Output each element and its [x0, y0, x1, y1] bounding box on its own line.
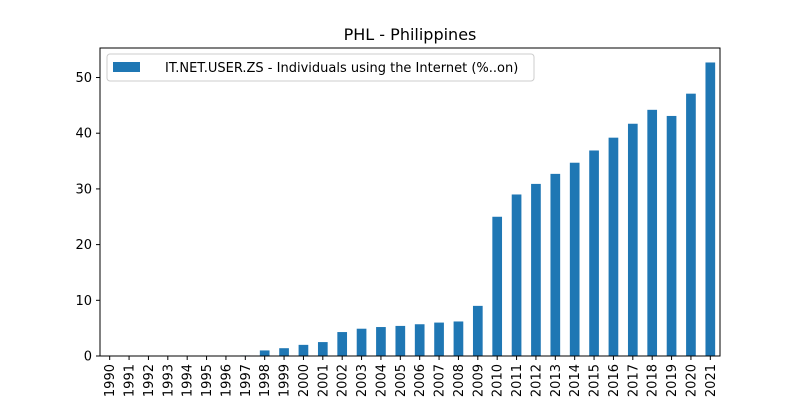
legend-swatch	[113, 62, 140, 72]
x-tick-label: 2014	[568, 364, 583, 397]
x-tick-label: 2018	[646, 364, 661, 397]
bar-2019	[666, 115, 677, 356]
x-tick-label: 2004	[374, 364, 389, 397]
x-tick-label: 2000	[297, 364, 312, 397]
x-tick-label: 2021	[704, 364, 719, 397]
legend-label: IT.NET.USER.ZS - Individuals using the I…	[165, 61, 518, 76]
x-tick-label: 1998	[258, 364, 273, 397]
bar-1999	[279, 348, 289, 356]
bar-2012	[531, 183, 541, 356]
bar-2011	[511, 194, 522, 356]
x-tick-label: 1990	[103, 364, 118, 397]
y-tick-label: 50	[75, 71, 92, 86]
bar-2003	[356, 328, 367, 356]
y-tick-label: 20	[75, 238, 92, 253]
bar-2009	[472, 305, 483, 356]
x-tick-label: 2016	[607, 364, 622, 397]
y-tick-label: 40	[75, 127, 92, 142]
x-tick-label: 1996	[219, 364, 234, 397]
x-tick-label: 2017	[626, 364, 641, 397]
bar-2014	[569, 162, 580, 356]
bar-1998	[259, 350, 270, 356]
x-tick-label: 2007	[433, 364, 448, 397]
bar-2010	[492, 216, 503, 356]
x-tick-label: 1995	[200, 364, 215, 397]
x-tick-label: 2010	[491, 364, 506, 397]
plot-frame	[99, 47, 721, 357]
x-tick-label: 2002	[336, 364, 351, 397]
x-tick-label: 2012	[529, 364, 544, 397]
y-tick-label: 0	[84, 350, 92, 365]
bar-2016	[608, 137, 619, 356]
legend: IT.NET.USER.ZS - Individuals using the I…	[106, 53, 535, 82]
bar-2021	[705, 62, 716, 356]
bar-2015	[589, 150, 599, 356]
x-tick-label: 2020	[684, 364, 699, 397]
x-tick-label: 2013	[549, 364, 564, 397]
bar-2007	[434, 322, 444, 356]
x-tick-label: 2003	[355, 364, 370, 397]
x-tick-label: 2008	[452, 364, 467, 397]
bar-2018	[647, 109, 658, 356]
x-tick-label: 1991	[123, 364, 138, 397]
bar-2008	[453, 321, 464, 356]
axes-group: 0 10 20 30 40 50 1990 1991 1992 1993 1994 1995 1996 1…	[75, 47, 721, 397]
bar-2017	[627, 123, 638, 356]
x-tick-label: 2006	[413, 364, 428, 397]
chart-title: PHL - Philippines	[344, 25, 477, 44]
bar-2000	[298, 344, 309, 356]
bar-2004	[376, 327, 386, 356]
x-tick-label: 2009	[471, 364, 486, 397]
x-tick-label: 2015	[588, 364, 603, 397]
bar-2006	[414, 324, 425, 356]
bar-2001	[317, 342, 328, 356]
y-tick-label: 10	[75, 294, 92, 309]
x-tick-label: 2001	[316, 364, 331, 397]
bar-2005	[395, 325, 406, 356]
bar-2002	[337, 332, 348, 356]
legend-frame	[106, 53, 535, 82]
x-tick-label: 2019	[665, 364, 680, 397]
x-tick-label: 2011	[510, 364, 525, 397]
x-tick-label: 1997	[239, 364, 254, 397]
x-tick-label: 1993	[161, 364, 176, 397]
bar-2020	[686, 93, 696, 357]
y-tick-label: 30	[75, 182, 92, 197]
x-tick-label: 1999	[278, 364, 293, 397]
bar-2013	[550, 173, 561, 356]
x-tick-label: 1992	[142, 364, 157, 397]
bars-group	[182, 62, 716, 357]
x-tick-label: 1994	[181, 364, 196, 397]
x-tick-label: 2005	[394, 364, 409, 397]
